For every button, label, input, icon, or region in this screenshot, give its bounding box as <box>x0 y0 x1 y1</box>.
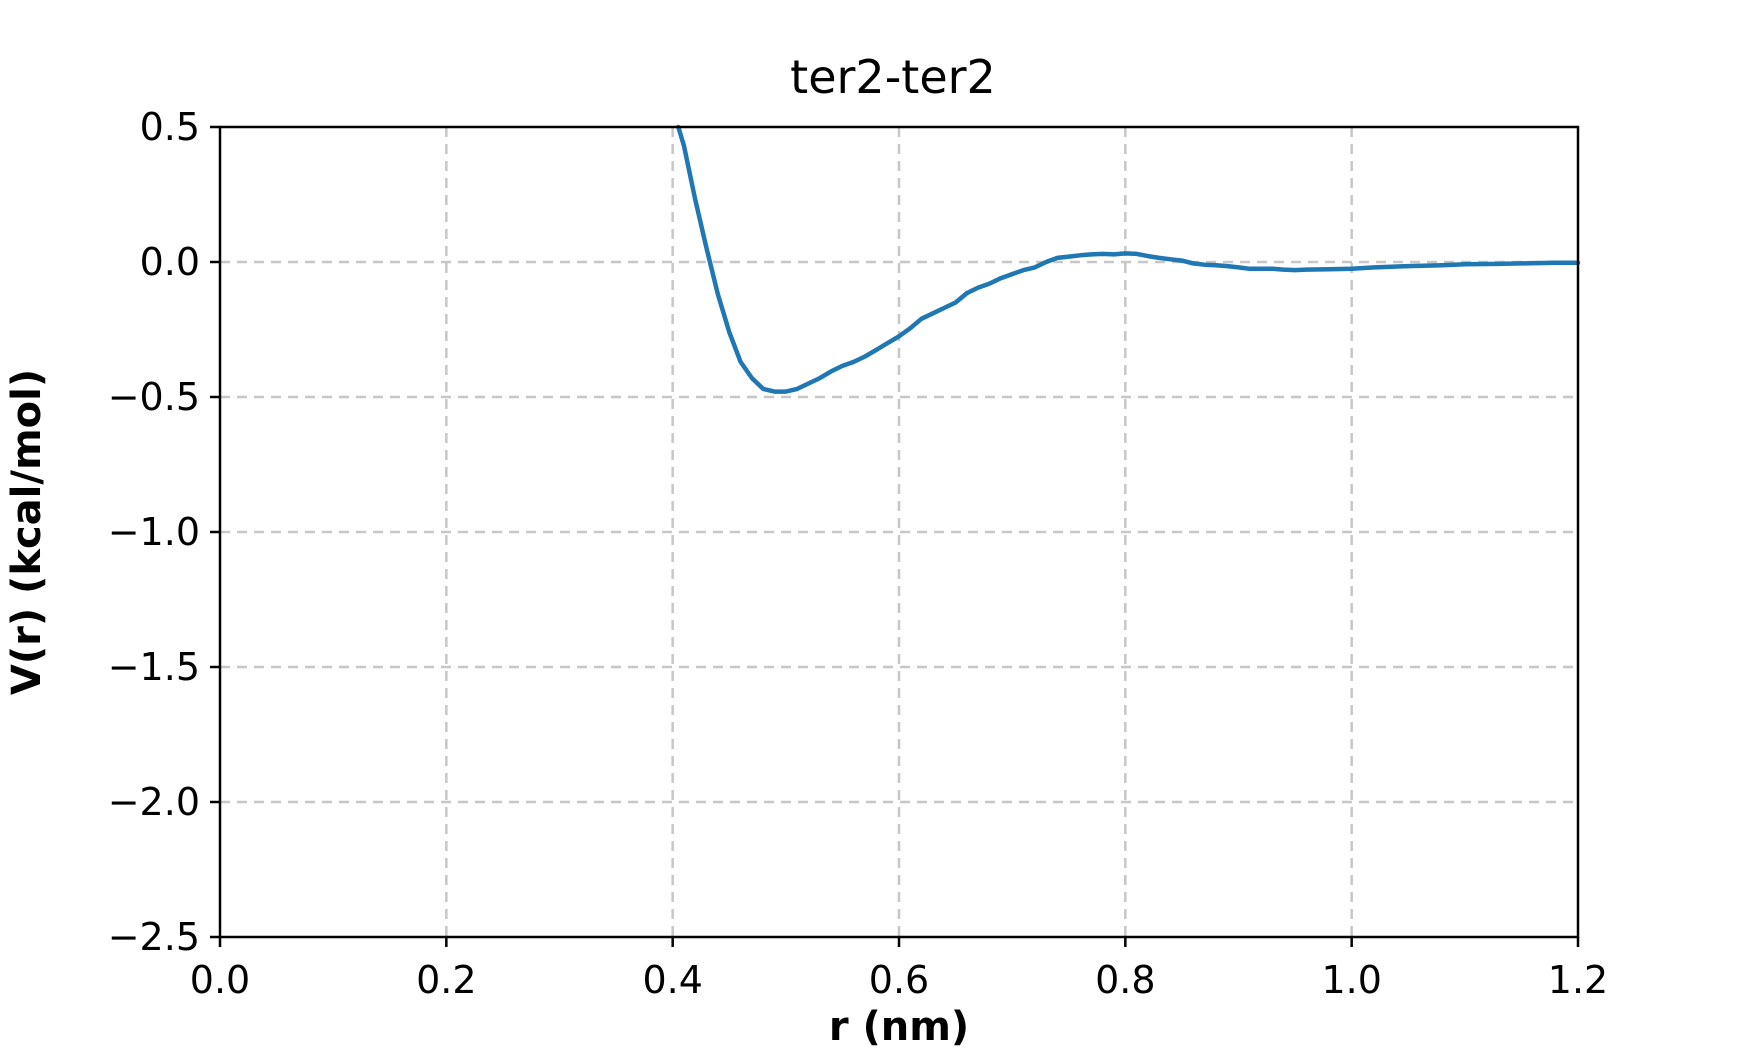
y-axis-label: V(r) (kcal/mol) <box>4 369 50 695</box>
series-line-0 <box>676 124 1581 394</box>
x-tick-label: 1.2 <box>1548 958 1608 1002</box>
x-tick-label: 0.2 <box>416 958 476 1002</box>
y-tick-label: −0.5 <box>108 375 200 419</box>
x-tick-label: 0.0 <box>190 958 250 1002</box>
x-tick-label: 0.4 <box>642 958 702 1002</box>
y-tick-label: −1.5 <box>108 645 200 689</box>
x-tick-label: 1.0 <box>1321 958 1381 1002</box>
y-tick-label: 0.5 <box>140 105 200 149</box>
y-tick-label: −2.5 <box>108 915 200 959</box>
chart-title: ter2-ter2 <box>790 50 996 104</box>
series-group <box>676 124 1581 394</box>
y-axis: 0.5 0.0 −0.5 −1.0 −1.5 −2.0 −2.5 <box>108 105 220 959</box>
x-axis: 0.0 0.2 0.4 0.6 0.8 1.0 1.2 <box>190 937 1608 1002</box>
grid <box>220 127 1578 937</box>
x-axis-label: r (nm) <box>829 1004 969 1050</box>
y-tick-label: 0.0 <box>140 240 200 284</box>
x-tick-label: 0.6 <box>869 958 929 1002</box>
y-tick-label: −2.0 <box>108 780 200 824</box>
x-tick-label: 0.8 <box>1095 958 1155 1002</box>
y-tick-label: −1.0 <box>108 510 200 554</box>
